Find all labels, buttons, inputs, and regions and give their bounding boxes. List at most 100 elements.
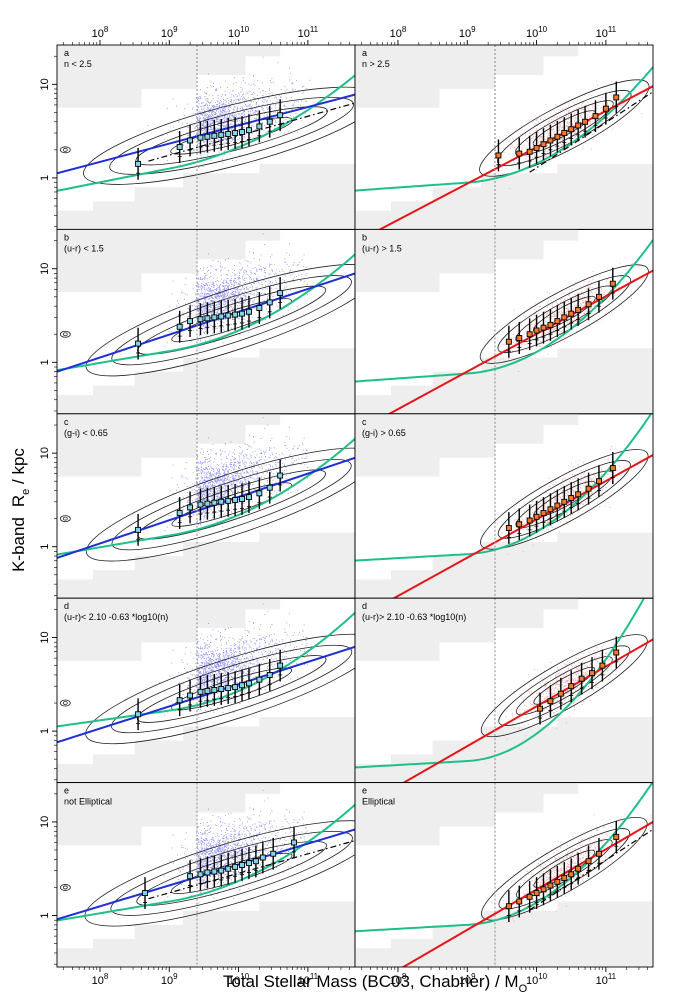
data-point xyxy=(240,123,242,124)
data-point xyxy=(574,103,576,105)
data-point xyxy=(553,328,555,330)
data-point xyxy=(250,273,252,275)
data-point xyxy=(225,310,227,311)
data-point xyxy=(204,310,206,312)
data-point xyxy=(240,297,241,299)
data-point xyxy=(264,319,266,320)
data-point xyxy=(563,292,565,294)
data-point xyxy=(224,154,226,156)
data-point xyxy=(217,294,219,295)
data-point xyxy=(293,262,295,264)
median-marker xyxy=(526,148,533,155)
data-point xyxy=(243,304,245,306)
data-point xyxy=(204,110,206,112)
data-point xyxy=(203,468,204,469)
data-point xyxy=(246,467,248,469)
data-point xyxy=(530,347,532,349)
data-point xyxy=(198,119,199,121)
data-point xyxy=(263,124,265,126)
data-point xyxy=(569,110,571,111)
data-point xyxy=(217,301,219,303)
data-point xyxy=(292,89,294,91)
median-marker xyxy=(575,306,582,313)
data-point xyxy=(226,291,228,293)
data-point xyxy=(573,318,575,319)
data-point xyxy=(192,472,194,474)
data-point xyxy=(198,308,200,310)
data-point xyxy=(198,493,200,495)
data-point xyxy=(219,494,221,496)
data-point xyxy=(520,346,522,348)
data-point xyxy=(264,287,266,289)
data-point xyxy=(202,166,204,167)
data-point xyxy=(224,294,226,295)
data-point xyxy=(205,273,207,275)
data-point xyxy=(534,139,536,140)
data-point xyxy=(230,107,232,109)
data-point xyxy=(289,79,290,81)
data-point xyxy=(211,100,213,102)
data-point xyxy=(242,117,244,119)
data-point xyxy=(586,286,588,288)
data-point xyxy=(560,299,562,301)
median-marker xyxy=(505,338,512,345)
data-point xyxy=(221,101,222,103)
data-point xyxy=(247,105,249,107)
data-point xyxy=(240,87,242,88)
data-point xyxy=(292,83,294,85)
model-curve xyxy=(355,66,653,192)
data-point xyxy=(573,116,574,118)
data-point xyxy=(199,98,201,100)
data-point xyxy=(306,273,308,274)
data-point xyxy=(203,135,205,137)
data-point xyxy=(237,307,238,309)
data-point xyxy=(606,278,608,280)
data-point xyxy=(239,126,240,128)
data-point xyxy=(555,123,556,125)
data-point xyxy=(231,94,233,96)
data-point xyxy=(228,471,229,473)
data-point xyxy=(579,296,580,298)
data-point xyxy=(236,110,238,112)
data-point xyxy=(561,115,563,117)
data-point xyxy=(591,134,593,135)
data-point xyxy=(557,303,558,305)
data-point xyxy=(580,305,581,307)
data-point xyxy=(580,303,582,304)
data-point xyxy=(233,105,235,107)
data-point xyxy=(244,300,246,302)
contour-level xyxy=(62,332,68,337)
data-point xyxy=(525,316,527,318)
data-point xyxy=(597,123,599,125)
data-point xyxy=(203,108,205,110)
data-point xyxy=(167,107,168,109)
data-point xyxy=(558,305,560,306)
excluded-region-top xyxy=(57,413,281,477)
data-point xyxy=(572,299,574,300)
data-point xyxy=(216,89,218,91)
data-point xyxy=(583,299,585,301)
data-point xyxy=(568,294,570,295)
data-point xyxy=(230,99,232,100)
data-point xyxy=(210,474,212,476)
data-point xyxy=(235,117,237,119)
data-point xyxy=(298,274,300,276)
data-point xyxy=(567,311,569,312)
data-point xyxy=(256,111,258,113)
data-point xyxy=(161,135,163,137)
data-point xyxy=(200,113,202,115)
data-point xyxy=(218,114,220,115)
data-point xyxy=(523,160,525,162)
data-point xyxy=(582,284,584,286)
data-point xyxy=(592,137,594,139)
data-point xyxy=(198,303,200,305)
data-point xyxy=(188,315,190,317)
data-point xyxy=(247,125,249,127)
data-point xyxy=(551,328,553,330)
data-point xyxy=(552,328,554,330)
data-point xyxy=(199,498,201,499)
data-point xyxy=(548,129,550,130)
data-point xyxy=(198,285,200,287)
data-point xyxy=(222,116,223,118)
data-point xyxy=(223,117,225,119)
